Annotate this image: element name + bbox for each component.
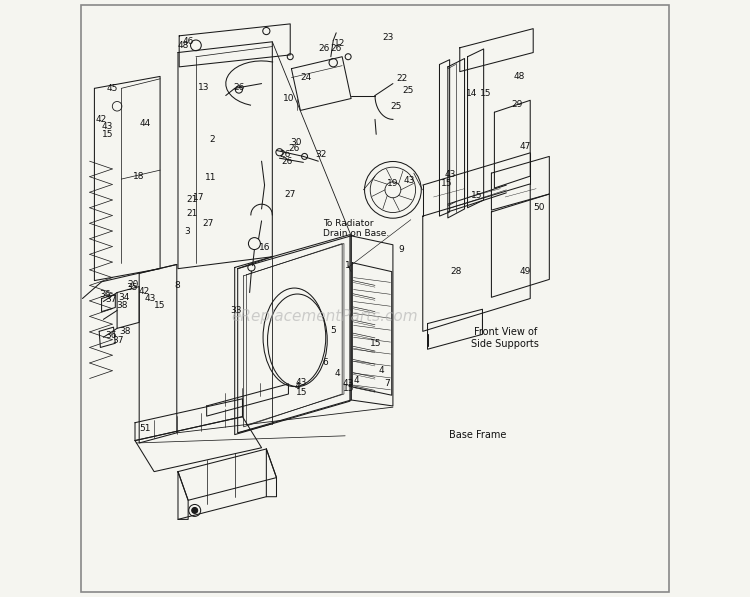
Text: 43: 43	[404, 176, 415, 185]
Text: 15: 15	[370, 338, 382, 348]
Text: 43: 43	[102, 122, 113, 131]
Text: 27: 27	[284, 189, 296, 199]
Text: 29: 29	[512, 100, 523, 109]
Text: 36: 36	[106, 331, 117, 340]
Text: 26: 26	[289, 143, 300, 153]
Text: 42: 42	[138, 287, 149, 297]
Text: 19: 19	[387, 179, 399, 189]
Text: 22: 22	[396, 74, 407, 84]
Text: 32: 32	[316, 149, 327, 159]
Text: 48: 48	[178, 41, 189, 51]
Text: 43: 43	[445, 170, 456, 179]
Text: 24: 24	[301, 73, 312, 82]
Text: 33: 33	[231, 306, 242, 315]
Text: 26: 26	[331, 44, 342, 54]
Text: 30: 30	[290, 137, 302, 147]
Text: 48: 48	[514, 72, 525, 81]
Text: 27: 27	[202, 219, 214, 229]
Text: 36: 36	[99, 290, 110, 299]
Text: 45: 45	[106, 84, 118, 93]
Text: 49: 49	[519, 267, 530, 276]
Text: 5: 5	[330, 325, 336, 335]
Text: 15: 15	[154, 300, 166, 310]
Text: 15: 15	[441, 179, 452, 189]
Text: 50: 50	[533, 203, 545, 213]
Text: 6: 6	[322, 358, 328, 367]
Text: 10: 10	[284, 94, 295, 103]
Text: 38: 38	[116, 301, 128, 310]
Text: To Radiator
Drain on Base.: To Radiator Drain on Base.	[323, 219, 389, 238]
Text: 4: 4	[353, 376, 358, 385]
Text: 38: 38	[120, 327, 131, 336]
Text: 25: 25	[390, 101, 401, 111]
Text: 2: 2	[210, 134, 215, 144]
Text: Base Frame: Base Frame	[449, 430, 506, 440]
Text: eReplacementParts.com: eReplacementParts.com	[231, 309, 418, 324]
Text: 13: 13	[198, 83, 209, 93]
Text: 42: 42	[95, 115, 106, 124]
Text: 4: 4	[334, 369, 340, 378]
Text: 26: 26	[233, 83, 244, 93]
Text: 26: 26	[319, 44, 330, 54]
Text: 44: 44	[140, 119, 151, 128]
Text: 20: 20	[128, 279, 139, 289]
Text: 46: 46	[183, 37, 194, 47]
Text: 15: 15	[343, 383, 355, 393]
Text: 26: 26	[280, 149, 291, 159]
Text: 51: 51	[139, 424, 150, 433]
Text: 47: 47	[519, 141, 530, 151]
Text: 7: 7	[384, 379, 390, 389]
Text: 34: 34	[118, 293, 130, 302]
Circle shape	[192, 507, 198, 513]
Text: 21: 21	[187, 195, 198, 205]
Text: 15: 15	[480, 89, 491, 99]
Text: 21: 21	[187, 208, 198, 218]
Text: 15: 15	[296, 387, 308, 397]
Text: 16: 16	[259, 243, 270, 253]
Text: 4: 4	[295, 382, 300, 392]
Text: 43: 43	[296, 377, 307, 387]
Text: 35: 35	[126, 283, 138, 293]
Text: 4: 4	[378, 365, 384, 375]
Text: 9: 9	[398, 245, 404, 254]
Text: 28: 28	[451, 267, 462, 276]
Text: 1: 1	[345, 261, 351, 270]
Text: 11: 11	[205, 173, 217, 182]
Text: 14: 14	[466, 89, 478, 99]
Text: 43: 43	[145, 294, 156, 303]
Text: 15: 15	[471, 191, 483, 201]
Text: 25: 25	[402, 86, 413, 96]
Text: 15: 15	[102, 130, 113, 139]
Text: 3: 3	[184, 227, 190, 236]
Text: 8: 8	[174, 281, 180, 290]
Text: 23: 23	[382, 32, 394, 42]
Text: 37: 37	[106, 295, 117, 304]
Text: 12: 12	[334, 39, 345, 48]
Text: 37: 37	[112, 336, 124, 345]
Text: 18: 18	[134, 171, 145, 181]
Text: 17: 17	[193, 192, 204, 202]
Text: Front View of
Side Supports: Front View of Side Supports	[471, 327, 539, 349]
Text: 26: 26	[281, 156, 292, 166]
Text: 43: 43	[343, 379, 355, 389]
